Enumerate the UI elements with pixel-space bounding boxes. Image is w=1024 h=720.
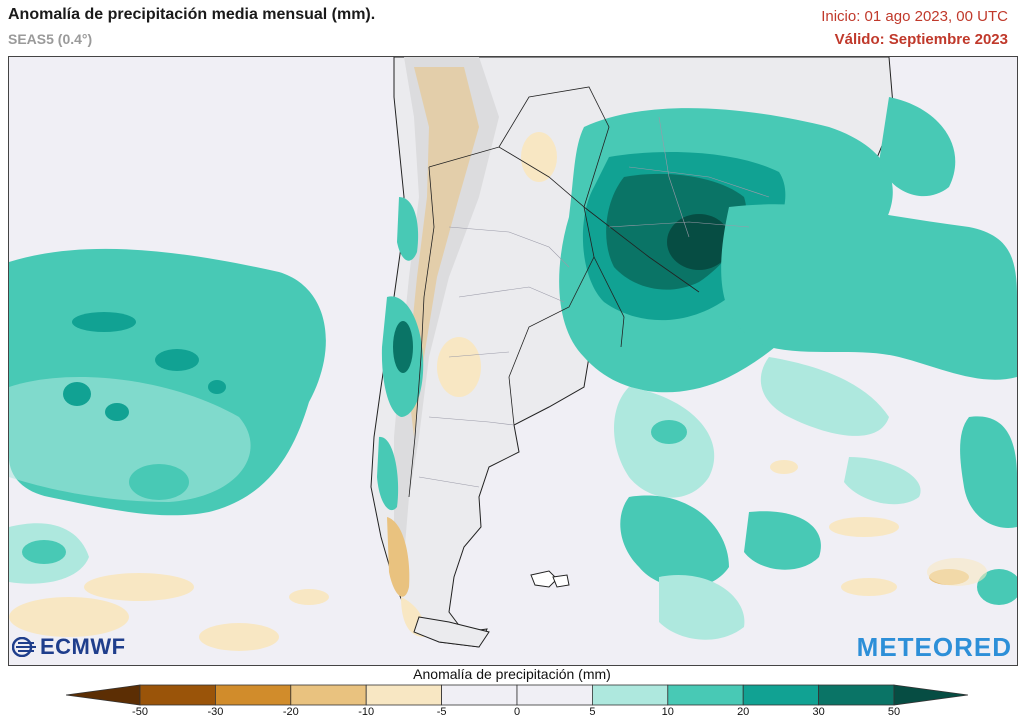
model-label: SEAS5 (0.4°) xyxy=(8,31,93,47)
map-canvas xyxy=(9,57,1017,665)
colorbar-segment xyxy=(592,684,669,706)
colorbar-tick-label: -20 xyxy=(282,706,299,718)
atlantic-dry-anomaly xyxy=(770,460,987,596)
colorbar-tick-label: 10 xyxy=(661,706,674,718)
colorbar-tick-label: 30 xyxy=(812,706,825,718)
colorbar-segment xyxy=(290,684,367,706)
province-borders xyxy=(418,116,770,488)
colorbar-segment xyxy=(139,684,216,706)
falkland-islands xyxy=(530,570,570,588)
country-borders xyxy=(408,86,700,498)
colorbar xyxy=(66,684,968,706)
central-chile-wet-anomaly xyxy=(377,197,424,511)
colorbar-tick-label: 50 xyxy=(887,706,901,718)
colorbar-segment xyxy=(365,684,443,706)
colorbar-segment xyxy=(441,684,518,706)
ecmwf-logo: ECMWF xyxy=(12,634,126,660)
andes-relief xyxy=(394,57,499,557)
colorbar-tick-label: -50 xyxy=(132,706,148,718)
colorbar-tick-label: -5 xyxy=(436,706,447,718)
precipitation-anomaly-map xyxy=(8,56,1018,666)
meteored-logo: METEORED xyxy=(856,632,1012,662)
init-time: Inicio: 01 ago 2023, 00 UTC xyxy=(821,8,1008,25)
ecmwf-mark-icon xyxy=(12,637,36,657)
pacific-dry-anomaly xyxy=(9,573,329,651)
atlantic-wet-anomaly xyxy=(614,204,1017,640)
ecmwf-logo-text: ECMWF xyxy=(40,634,126,659)
colorbar-segment xyxy=(667,684,744,706)
colorbar-title: Anomalía de precipitación (mm) xyxy=(413,666,611,682)
colorbar-segment xyxy=(516,684,593,706)
valid-period: Válido: Septiembre 2023 xyxy=(834,31,1008,48)
colorbar-segment xyxy=(214,684,292,706)
colorbar-segment xyxy=(818,684,895,706)
colorbar-tick-label: -10 xyxy=(358,706,375,718)
colorbar-tick-label: 5 xyxy=(589,706,596,718)
colorbar-segment xyxy=(742,684,820,706)
colorbar-low-arrow xyxy=(66,684,141,706)
colorbar-tick-label: 20 xyxy=(737,706,750,718)
colorbar-high-arrow xyxy=(893,684,968,706)
pacific-wet-anomaly xyxy=(9,248,326,584)
map-title: Anomalía de precipitación media mensual … xyxy=(8,6,376,23)
colorbar-tick-label: -30 xyxy=(207,706,224,718)
colorbar-tick-label: 0 xyxy=(513,706,521,718)
tierra-del-fuego xyxy=(413,616,490,648)
